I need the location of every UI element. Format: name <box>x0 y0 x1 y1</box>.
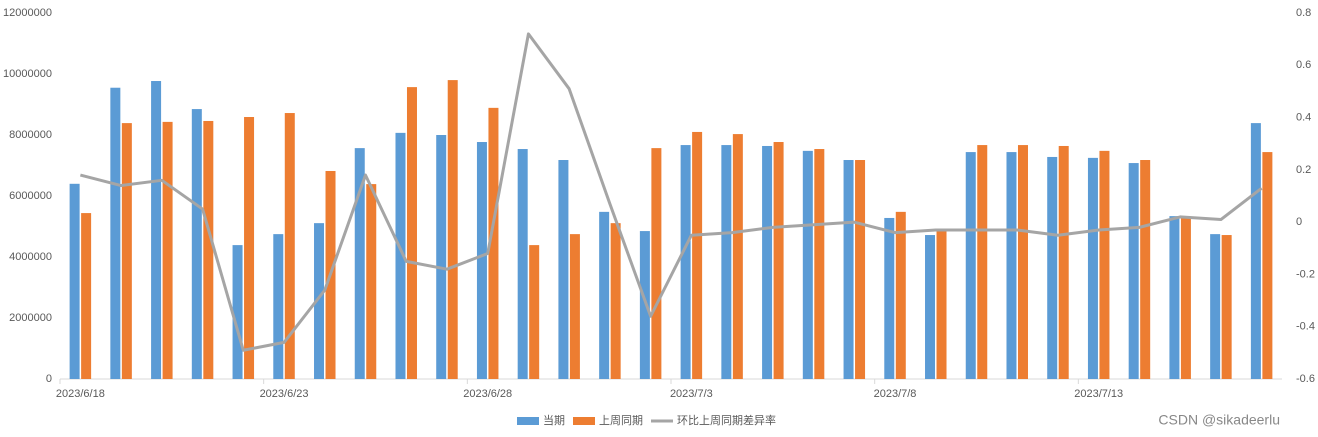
y2-tick-label: 0.6 <box>1296 59 1311 71</box>
bar <box>651 148 662 379</box>
bar <box>855 160 866 379</box>
y2-tick-label: 0.4 <box>1296 111 1311 123</box>
bar <box>895 211 906 379</box>
bar <box>517 149 528 379</box>
x-tick-label: 2023/6/18 <box>56 388 105 400</box>
bar <box>529 245 540 379</box>
bar <box>977 145 988 379</box>
y2-tick-label: -0.6 <box>1296 373 1315 385</box>
bar <box>69 183 80 379</box>
bar <box>162 121 173 379</box>
bar <box>203 120 214 379</box>
bar <box>599 211 610 379</box>
bar <box>1087 157 1098 379</box>
bar <box>936 231 947 379</box>
legend-swatch <box>517 417 539 425</box>
y2-tick-label: 0 <box>1296 216 1302 228</box>
bar <box>1099 150 1110 379</box>
bar <box>762 145 773 379</box>
bar <box>273 234 284 379</box>
bar <box>814 149 825 379</box>
y-tick-label: 4000000 <box>9 251 52 263</box>
watermark: CSDN @sikadeerlu <box>1158 412 1280 428</box>
x-tick-label: 2023/7/13 <box>1074 388 1123 400</box>
legend-label: 当期 <box>543 413 565 427</box>
bar <box>354 148 365 379</box>
bar <box>692 131 703 379</box>
bar <box>284 113 295 379</box>
bar <box>244 117 255 379</box>
bar <box>121 123 132 379</box>
bar <box>366 184 377 379</box>
bar <box>721 145 732 379</box>
bar <box>773 142 784 379</box>
x-tick-label: 2023/6/23 <box>260 388 309 400</box>
y-tick-label: 2000000 <box>9 312 52 324</box>
bar <box>965 152 976 379</box>
bar <box>488 107 499 379</box>
bar <box>81 213 92 379</box>
y2-tick-label: 0.8 <box>1296 7 1311 19</box>
bar <box>1128 163 1139 379</box>
bar <box>680 145 691 379</box>
y-tick-label: 10000000 <box>3 68 52 80</box>
bar <box>314 223 325 379</box>
bar <box>558 160 569 379</box>
bar <box>110 87 121 379</box>
bar <box>406 87 417 380</box>
y2-tick-label: -0.2 <box>1296 268 1315 280</box>
bar <box>1180 217 1191 379</box>
line <box>79 32 1263 352</box>
y-tick-label: 0 <box>46 373 52 385</box>
bar <box>395 132 406 379</box>
bar <box>1006 152 1017 379</box>
bar <box>1210 234 1221 379</box>
y2-tick-label: 0.2 <box>1296 164 1311 176</box>
y-tick-label: 6000000 <box>9 190 52 202</box>
y-tick-label: 8000000 <box>9 129 52 141</box>
bar <box>436 135 447 379</box>
bar <box>639 231 650 379</box>
x-tick-label: 2023/6/28 <box>463 388 512 400</box>
bar <box>802 150 813 379</box>
bar <box>1169 216 1180 379</box>
bar <box>1047 156 1058 379</box>
bar <box>884 217 895 379</box>
bar <box>476 142 487 379</box>
bar <box>732 134 743 379</box>
bar <box>1140 160 1151 379</box>
x-tick-label: 2023/7/8 <box>874 388 917 400</box>
bar <box>151 81 162 379</box>
y2-tick-label: -0.4 <box>1296 321 1315 333</box>
bar <box>610 223 621 379</box>
x-tick-label: 2023/7/3 <box>670 388 713 400</box>
bar <box>232 245 243 379</box>
bar <box>1221 235 1232 379</box>
bar <box>191 109 202 379</box>
bar <box>1250 123 1261 379</box>
legend-label: 环比上周同期差异率 <box>677 413 776 427</box>
y-tick-label: 12000000 <box>3 7 52 19</box>
bar <box>1058 145 1069 379</box>
bar <box>447 80 458 379</box>
bar <box>925 235 936 379</box>
bar <box>843 160 854 379</box>
legend-label: 上周同期 <box>599 414 643 427</box>
bar <box>569 234 580 379</box>
bar <box>1017 145 1028 379</box>
legend-swatch <box>573 417 595 425</box>
bar <box>1262 152 1273 379</box>
